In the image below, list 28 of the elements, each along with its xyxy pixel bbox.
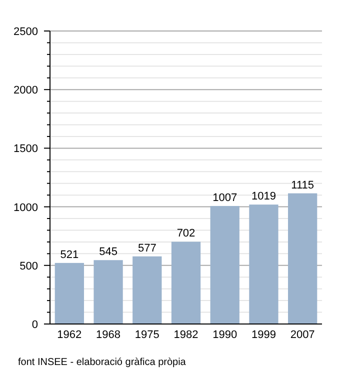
bar: [171, 242, 201, 324]
data-label: 1019: [251, 190, 276, 203]
y-tick-label: 0: [32, 319, 38, 331]
x-tick-label: 1999: [251, 329, 276, 341]
y-tick-label: 2500: [14, 26, 38, 38]
data-label: 577: [138, 242, 156, 254]
bar: [288, 193, 318, 324]
data-label: 1115: [291, 179, 314, 192]
bar: [210, 206, 240, 324]
bar: [249, 204, 278, 324]
x-tick-label: 1962: [57, 329, 82, 341]
bar: [94, 260, 123, 324]
y-tick-label: 500: [20, 260, 38, 272]
bar: [54, 262, 84, 324]
x-tick-label: 1982: [174, 329, 198, 341]
data-label: 702: [176, 228, 196, 240]
bar: [132, 256, 162, 324]
data-label: 545: [99, 246, 118, 258]
x-tick-label: 2007: [290, 329, 315, 341]
x-tick-label: 1968: [96, 329, 121, 341]
x-tick-label: 1975: [134, 329, 160, 341]
y-tick-label: 2000: [14, 84, 38, 97]
y-tick-label: 1000: [14, 202, 38, 214]
y-tick-label: 1500: [14, 143, 38, 156]
data-label: 1007: [212, 192, 238, 204]
text: font INSEE - elaboració gràfica pròpia: [18, 357, 186, 368]
data-label: 521: [60, 248, 79, 261]
x-tick-label: 1990: [212, 329, 238, 341]
